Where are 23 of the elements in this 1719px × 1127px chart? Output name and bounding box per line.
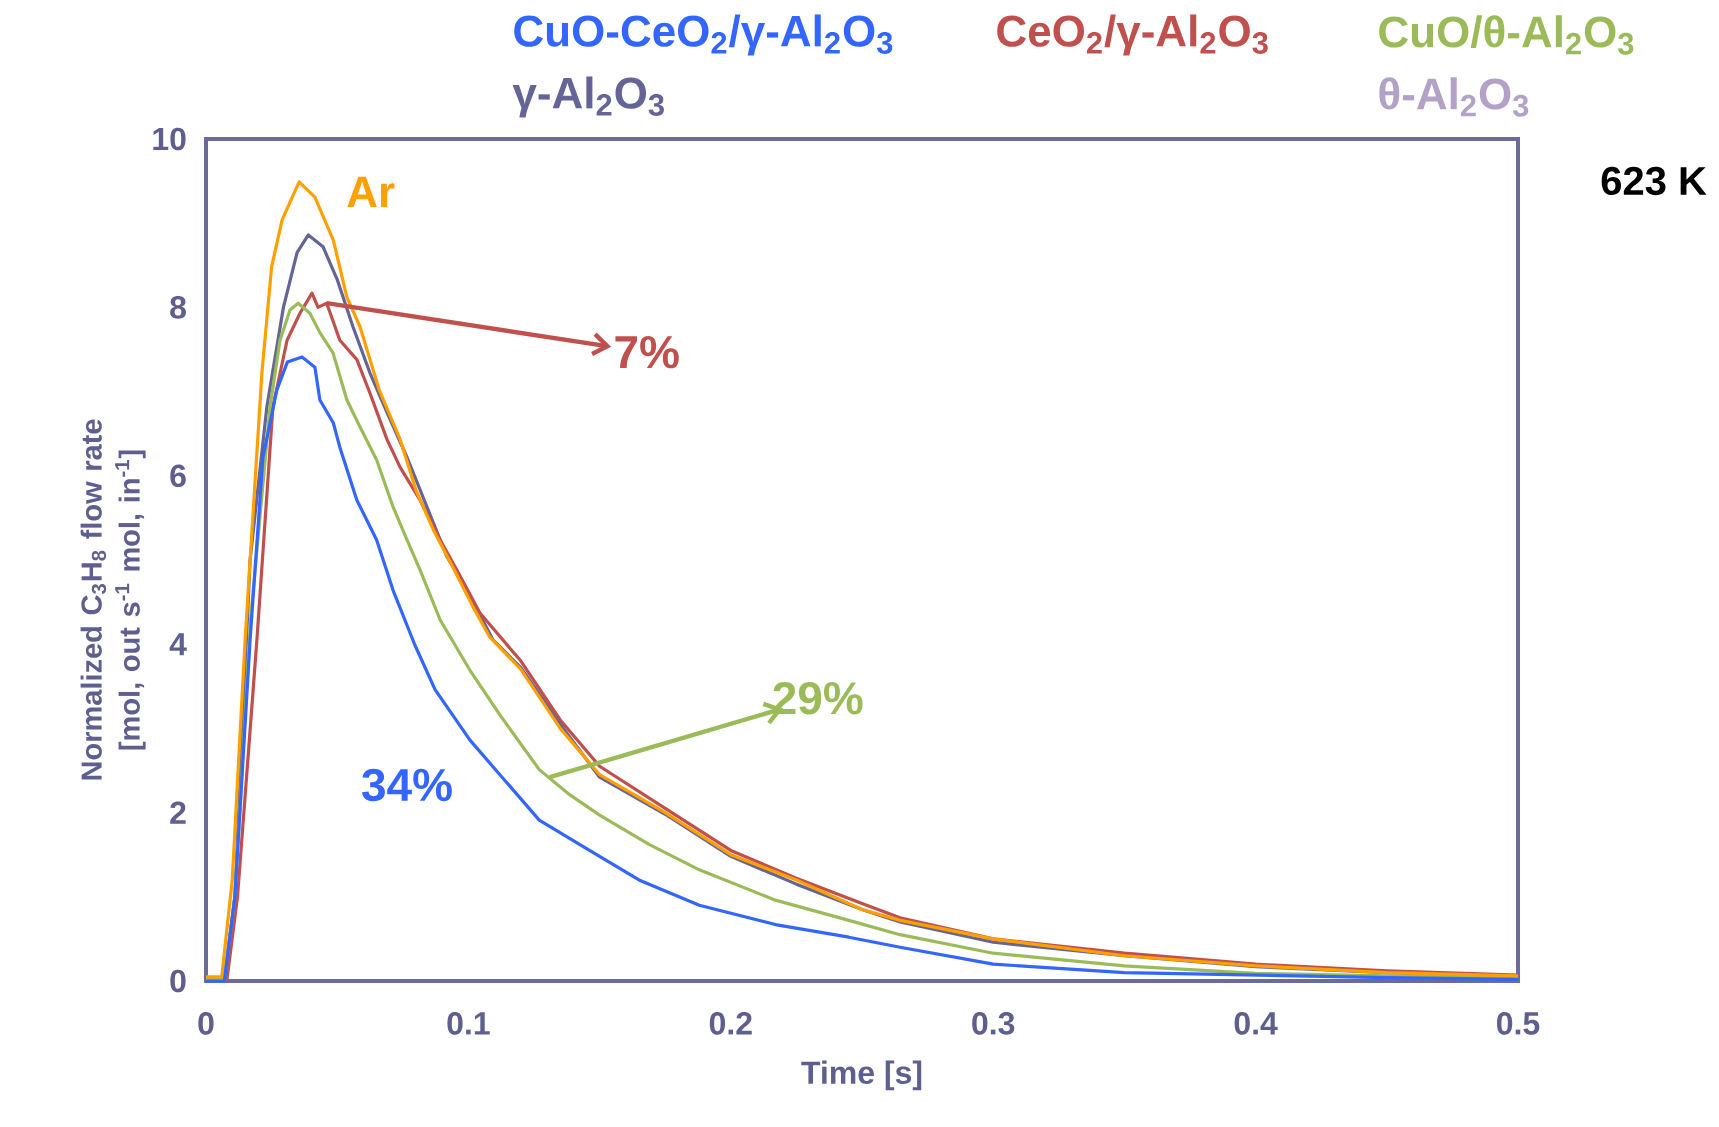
text: 623 K xyxy=(1601,166,1707,196)
text: CeO$_{2}$/γ-Al$_{2}$O$_{3}$ xyxy=(997,14,1268,56)
y-tick-label: 8 xyxy=(170,296,186,319)
x-tick-label: 0.2 xyxy=(709,1012,752,1035)
annotation: 7% xyxy=(615,335,679,369)
x-tick-label: 0 xyxy=(198,1012,214,1035)
y-tick-label: 6 xyxy=(170,464,186,488)
x-axis-title: Time [s] xyxy=(801,1060,922,1091)
x-tick-label: 0.1 xyxy=(447,1012,490,1035)
y-tick-label: 0 xyxy=(170,969,186,993)
series-label: Ar xyxy=(347,176,395,208)
text: CuO/θ-Al$_{2}$O$_{3}$ xyxy=(1379,15,1634,55)
annotation: 34% xyxy=(362,768,452,802)
y-tick-label: 2 xyxy=(170,801,186,824)
x-tick-label: 0.3 xyxy=(972,1012,1015,1035)
legend-label: θ-Al$_{2}$O$_{3}$ xyxy=(1379,77,1529,117)
annotation: 29% xyxy=(773,681,863,715)
x-tick-label: 0.4 xyxy=(1234,1012,1278,1035)
text: γ-Al$_{2}$O$_{3}$ xyxy=(512,76,664,118)
y-tick-label: 10 xyxy=(153,127,186,151)
y-tick-label: 4 xyxy=(169,633,187,656)
text: CuO-CeO$_{2}$/γ-Al$_{2}$O$_{3}$ xyxy=(514,14,893,56)
x-tick-label: 0.5 xyxy=(1497,1012,1540,1035)
